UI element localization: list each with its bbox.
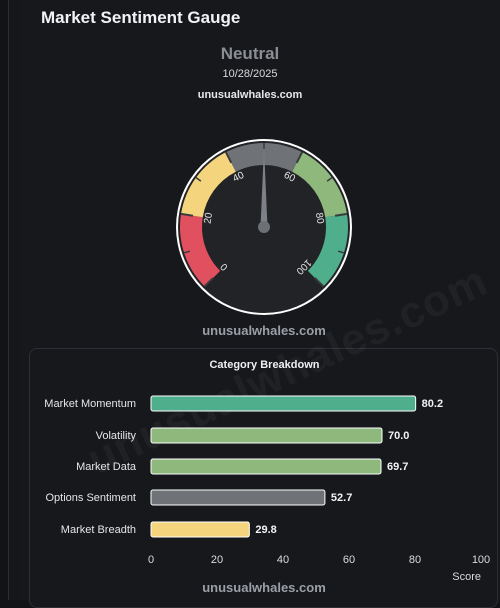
x-tick-label: 100 — [472, 554, 490, 566]
bar-category-label: Market Breadth — [61, 524, 136, 536]
gauge-tick-60 — [295, 151, 304, 164]
gauge-needle — [260, 147, 268, 227]
gauge-tick-label-80: 80 — [313, 212, 326, 225]
x-tick-label: 20 — [211, 554, 223, 566]
bar-value-label: 52.7 — [331, 492, 352, 504]
gauge-tick-label-60: 60 — [282, 170, 297, 185]
source-label: unusualwhales.com — [197, 89, 303, 101]
gauge-tick-100 — [314, 277, 325, 288]
gauge-zone-4 — [307, 213, 348, 287]
sentiment-label: Neutral — [220, 44, 280, 63]
gauge-tick-20 — [180, 212, 194, 217]
category-breakdown-card: Category Breakdown — [29, 348, 498, 608]
chart-footer-watermark: unusualwhales.com — [202, 580, 326, 595]
bar-category-label: Market Data — [76, 461, 137, 473]
bar-value-label: 70.0 — [388, 430, 409, 442]
x-axis-label: Score — [452, 571, 481, 583]
bar-category-labels: Market Momentum Volatility Market Data Opti… — [44, 398, 137, 536]
bar-value-label: 80.2 — [422, 398, 443, 410]
gauge-tick-10 — [183, 250, 191, 254]
gauge-tick-label-20: 20 — [203, 211, 216, 224]
x-tick-label: 40 — [277, 554, 289, 566]
x-tick-labels: 0 20 40 60 80 100 — [148, 554, 490, 566]
x-tick-label: 0 — [148, 554, 154, 566]
gauge-tick-40 — [224, 151, 233, 164]
sentiment-date: 10/28/2025 — [222, 68, 278, 80]
bar-value-label: 29.8 — [255, 524, 276, 536]
gauge-zone-3 — [292, 152, 347, 218]
bar-market-breadth — [150, 521, 250, 538]
gauge-tick-0 — [203, 277, 214, 288]
gauge-zone-0 — [180, 213, 221, 287]
bar-category-label: Market Momentum — [44, 398, 136, 410]
bar-category-label: Volatility — [96, 430, 137, 442]
gauge-tick-90 — [337, 250, 345, 254]
bar-market-momentum — [150, 395, 417, 412]
bars — [150, 395, 417, 538]
bar-options-sentiment — [150, 489, 326, 506]
bar-value-label: 69.7 — [387, 461, 408, 473]
panel-title: Market Sentiment Gauge — [41, 8, 241, 27]
category-breakdown-title: Category Breakdown — [209, 359, 320, 371]
gauge-tick-70 — [326, 177, 333, 182]
bar-category-label: Options Sentiment — [46, 492, 137, 504]
gauge-tick-30 — [195, 177, 202, 182]
x-tick-label: 60 — [343, 554, 355, 566]
bar-market-data — [150, 458, 382, 475]
gauge-watermark: unusualwhales.com — [202, 323, 326, 338]
x-tick-label: 80 — [409, 554, 421, 566]
gauge-tick-80 — [334, 212, 348, 217]
gauge-zone-1 — [181, 152, 236, 218]
bar-value-labels: 80.2 70.0 69.7 52.7 29.8 — [255, 398, 443, 536]
gauge-tick-label-40: 40 — [231, 170, 246, 185]
gauge-needle-hub — [258, 221, 270, 233]
bar-volatility — [150, 427, 383, 444]
gauge-ticks — [180, 143, 348, 288]
